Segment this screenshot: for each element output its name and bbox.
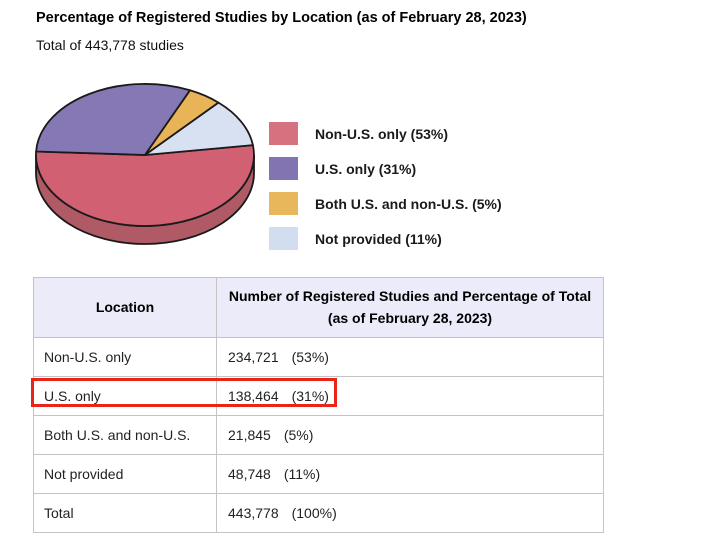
table-row: Both U.S. and non-U.S. 21,845 (5%) [33,415,604,455]
cell-location-0: Non-U.S. only [33,337,217,377]
cell-location-1: U.S. only [33,376,217,416]
legend-swatch-0 [269,122,298,145]
legend-swatch-3 [269,227,298,250]
pie-chart-3d [35,83,255,245]
count-value: 138,464 [228,388,279,404]
header-location: Location [33,277,217,338]
legend-label-2: Both U.S. and non-U.S. (5%) [315,195,502,212]
percent-value: (53%) [291,349,329,365]
location-stats-table: Location Number of Registered Studies an… [33,277,604,533]
cell-location-4: Total [33,493,217,533]
cell-location-3: Not provided [33,454,217,494]
legend-item-0: Non-U.S. only (53%) [269,122,502,145]
percent-value: (11%) [283,466,321,482]
table-row: Not provided 48,748 (11%) [33,454,604,494]
count-value: 21,845 [228,427,271,443]
pie-legend: Non-U.S. only (53%) U.S. only (31%) Both U… [269,122,502,262]
total-studies-subtitle: Total of 443,778 studies [36,37,184,53]
cell-count-4: 443,778 (100%) [216,493,604,533]
legend-label-0: Non-U.S. only (53%) [315,125,449,142]
count-value: 443,778 [228,505,279,521]
legend-label-1: U.S. only (31%) [315,160,417,177]
legend-item-1: U.S. only (31%) [269,157,502,180]
table-header-row: Location Number of Registered Studies an… [33,277,604,338]
pie-slice-3 [144,101,254,156]
legend-label-3: Not provided (11%) [315,230,442,247]
percent-value: (31%) [291,388,329,404]
header-number-line2: (as of February 28, 2023) [327,309,493,326]
cell-count-1: 138,464 (31%) [216,376,604,416]
cell-location-2: Both U.S. and non-U.S. [33,415,217,455]
table-row: Total 443,778 (100%) [33,493,604,533]
table-row: Non-U.S. only 234,721 (53%) [33,337,604,377]
header-number: Number of Registered Studies and Percent… [216,277,604,338]
legend-swatch-1 [269,157,298,180]
page-title: Percentage of Registered Studies by Loca… [36,10,527,26]
count-value: 48,748 [228,466,271,482]
count-value: 234,721 [228,349,279,365]
pie-slice-0 [35,144,255,227]
header-number-line1: Number of Registered Studies and Percent… [228,287,592,304]
cell-count-0: 234,721 (53%) [216,337,604,377]
table-row-highlighted: U.S. only 138,464 (31%) [33,376,604,416]
location-stats-table-wrap: Location Number of Registered Studies an… [31,277,604,533]
percent-value: (5%) [283,427,314,443]
legend-item-3: Not provided (11%) [269,227,502,250]
legend-item-2: Both U.S. and non-U.S. (5%) [269,192,502,215]
percent-value: (100%) [291,505,337,521]
cell-count-3: 48,748 (11%) [216,454,604,494]
cell-count-2: 21,845 (5%) [216,415,604,455]
legend-swatch-2 [269,192,298,215]
pie-slice-1 [35,83,191,156]
